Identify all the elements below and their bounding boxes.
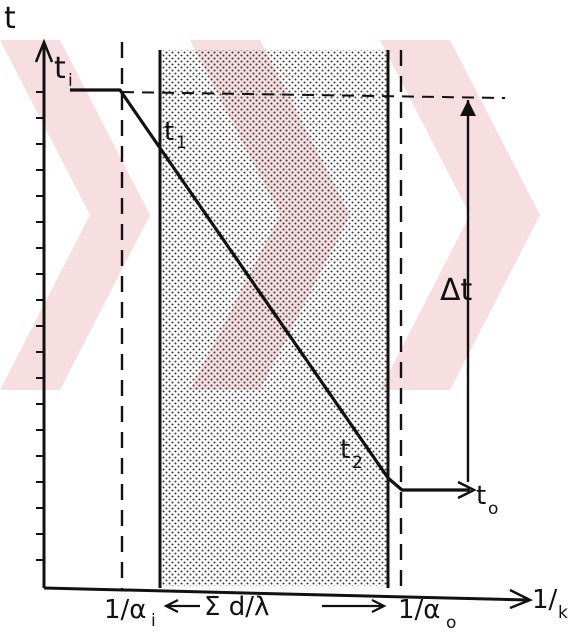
to-arrow-icon bbox=[457, 480, 477, 500]
t1-label: t bbox=[164, 117, 174, 147]
arrow-right-icon bbox=[509, 588, 534, 610]
t1-subscript: 1 bbox=[176, 133, 187, 153]
outer-resistance-label: 1/α bbox=[398, 595, 440, 625]
ti-reference-dashed bbox=[121, 91, 506, 99]
y-axis-ticks bbox=[36, 91, 44, 561]
arrow-up-icon bbox=[34, 38, 54, 63]
double-arrow-vertical-icon bbox=[460, 100, 476, 116]
wall-dimension-right-arrow bbox=[371, 599, 387, 613]
wall-resistance-label: Σ d/λ bbox=[204, 592, 269, 622]
temperature-profile bbox=[70, 88, 470, 492]
ti-subscript: i bbox=[68, 71, 73, 91]
inner-resistance-subscript: i bbox=[151, 611, 156, 631]
y-axis-label: t bbox=[4, 1, 16, 36]
ti-label: t bbox=[54, 51, 66, 86]
outer-resistance-subscript: o bbox=[446, 613, 456, 633]
delta-t-label: Δt bbox=[440, 273, 473, 308]
t2-label: t bbox=[340, 435, 350, 465]
wall-dimension-left-arrow bbox=[163, 599, 179, 613]
inner-resistance-label: 1/α bbox=[104, 595, 146, 625]
wall-region bbox=[160, 50, 388, 586]
t2-subscript: 2 bbox=[352, 453, 363, 473]
to-subscript: o bbox=[488, 499, 498, 519]
to-label: t bbox=[476, 481, 486, 511]
x-axis bbox=[43, 586, 529, 602]
x-axis-subscript: k bbox=[558, 603, 568, 623]
x-axis-label: 1/ bbox=[532, 585, 558, 615]
